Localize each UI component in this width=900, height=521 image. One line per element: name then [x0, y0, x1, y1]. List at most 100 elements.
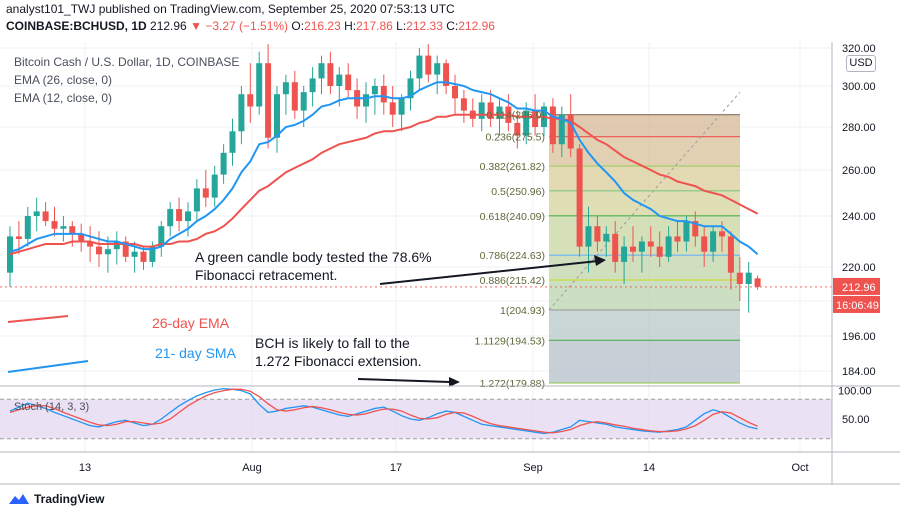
- candle-body: [443, 63, 450, 86]
- fib-level-label: 0.382(261.82): [480, 161, 545, 173]
- fib-band: [549, 114, 740, 137]
- time-axis-tick: Oct: [791, 462, 808, 474]
- time-axis[interactable]: 13 Aug 17 Sep 14 Oct: [0, 462, 900, 485]
- moving-averages: [9, 81, 759, 256]
- high-label: H:: [344, 19, 357, 33]
- candle-body: [113, 241, 120, 250]
- candle-body: [567, 114, 574, 149]
- close-label: C:: [446, 19, 459, 33]
- candle-body: [630, 246, 636, 252]
- fib-band: [549, 279, 740, 310]
- legend-ema26-swatch: [7, 315, 69, 323]
- candle-body: [318, 63, 325, 79]
- candle-body: [549, 106, 556, 145]
- legend-ema26-label: 26-day EMA: [152, 315, 230, 331]
- time-axis-tick: 13: [79, 462, 91, 474]
- stoch-title: Stoch (14, 3, 3): [14, 401, 89, 413]
- annotation-arrow: [379, 260, 599, 285]
- candle-body: [149, 246, 156, 262]
- time-axis-tick: 17: [390, 462, 402, 474]
- candle-body: [558, 114, 565, 145]
- tradingview-logo-icon: [9, 494, 29, 504]
- candle-body: [274, 94, 280, 138]
- candle-body: [158, 226, 165, 247]
- price-axis-tick: 196.00: [842, 331, 876, 343]
- price-axis-tick: 320.00: [842, 43, 876, 55]
- stochastic-pane: Stoch (14, 3, 3) 100.00 50.00: [0, 385, 900, 453]
- candle-body: [496, 106, 503, 119]
- fib-level-label: 1(204.93): [500, 305, 545, 317]
- candle-body: [719, 231, 725, 237]
- candle-body: [282, 82, 289, 95]
- candle-body: [300, 92, 307, 111]
- candle-body: [309, 78, 316, 93]
- low-label: L:: [396, 19, 407, 33]
- high-value: 217.86: [356, 19, 393, 33]
- candle-body: [256, 63, 263, 107]
- candle-body: [576, 148, 583, 247]
- candle-body: [122, 241, 129, 257]
- arrow-head-icon: [449, 377, 460, 387]
- candle-body: [87, 241, 94, 247]
- low-value: 212.33: [406, 19, 443, 33]
- candle-body: [594, 226, 601, 242]
- annotation-text: A green candle body tested the 78.6%: [195, 249, 432, 265]
- candle-body: [363, 94, 369, 107]
- ema26-line: [9, 113, 759, 256]
- arrow-head-icon: [594, 255, 606, 266]
- candle-body: [416, 55, 423, 79]
- candle-body: [24, 216, 31, 239]
- fib-level-label: 0.786(224.63): [480, 250, 545, 262]
- candle-body: [380, 86, 387, 103]
- footer: TradingView: [8, 492, 104, 506]
- candle-body: [638, 241, 645, 252]
- candle-body: [131, 251, 138, 257]
- change: −3.27 (−1.51%): [205, 19, 289, 33]
- candle-body: [701, 236, 708, 252]
- candle-body: [140, 251, 147, 262]
- candle-body: [727, 236, 734, 273]
- candle-body: [336, 74, 343, 86]
- candle-body: [327, 63, 334, 86]
- stoch-band: [0, 399, 832, 439]
- price-axis-tick: 240.00: [842, 211, 876, 223]
- candles: [7, 44, 761, 313]
- fib-level-label: 0.618(240.09): [480, 211, 545, 223]
- candle-body: [185, 211, 191, 222]
- fib-level-label: 0.5(250.96): [491, 186, 545, 198]
- fib-level-label: 1.272(179.88): [480, 378, 545, 390]
- candle-body: [665, 236, 672, 257]
- candle-body: [745, 272, 752, 284]
- countdown-label: 16:06:49: [836, 300, 879, 312]
- ema12-line: [9, 81, 759, 256]
- ema12-legend[interactable]: EMA (12, close, 0): [14, 91, 113, 105]
- price-axis[interactable]: 184.00196.00208.00220.00240.00260.00280.…: [831, 42, 880, 484]
- candle-body: [710, 231, 717, 252]
- annotation-text: 1.272 Fibonacci extension.: [255, 353, 422, 369]
- candle-body: [478, 102, 485, 119]
- candle-body: [407, 78, 414, 99]
- candle-body: [33, 211, 40, 216]
- price-tag: [833, 277, 880, 295]
- fib-level-label: 1.1129(194.53): [475, 335, 545, 347]
- candle-body: [585, 226, 592, 247]
- currency-badge[interactable]: USD: [846, 55, 876, 72]
- candle-body: [603, 233, 610, 242]
- series-title[interactable]: Bitcoin Cash / U.S. Dollar, 1D, COINBASE: [14, 55, 240, 69]
- candle-body: [371, 86, 378, 95]
- down-arrow-icon: ▼: [190, 19, 202, 33]
- quote-line: COINBASE:BCHUSD, 1D 212.96 ▼ −3.27 (−1.5…: [6, 19, 495, 33]
- candle-body: [460, 98, 467, 111]
- candle-body: [398, 98, 405, 115]
- symbol: COINBASE:BCHUSD, 1D: [6, 19, 147, 33]
- fibonacci-labels: 0.114(286.0) 0.236(275.5) 0.382(261.82) 0.5…: [475, 110, 545, 390]
- countdown-tag: [833, 295, 880, 313]
- candle-body: [42, 211, 49, 222]
- candle-body: [656, 246, 663, 257]
- stoch-d-line: [9, 388, 758, 434]
- annotation-arrow: [357, 378, 451, 383]
- ema26-legend[interactable]: EMA (26, close, 0): [14, 73, 113, 87]
- time-axis-tick: 14: [643, 462, 655, 474]
- candle-body: [51, 221, 58, 229]
